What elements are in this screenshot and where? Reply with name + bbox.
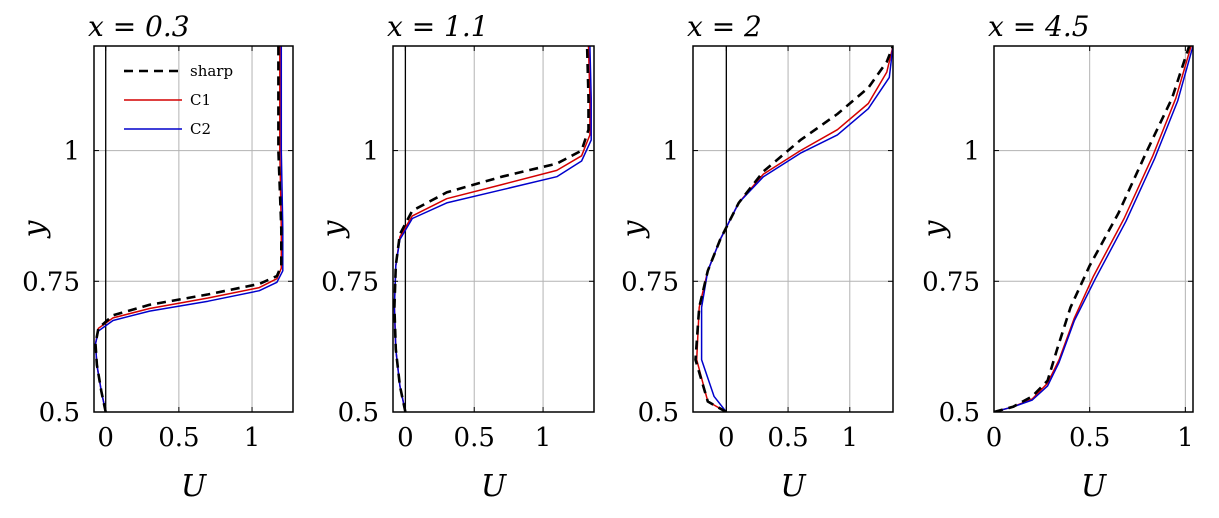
panel-1: 0 0.5 1 0.5 0.75 1 x = 0.3 Uy sharp C1 C2 [17,10,294,504]
x-tick-label: 0.5 [158,423,199,453]
y-tick-label: 1 [63,137,80,167]
x-tick-label: 0 [718,423,735,453]
x-tick-label: 1 [535,423,552,453]
y-tick-label: 0.5 [939,398,980,428]
series-line-sharp [94,46,283,412]
series-line-c2 [994,46,1193,412]
x-axis-label: U [1081,469,1108,504]
series-line-c1 [94,46,283,412]
y-tick-label: 0.5 [39,398,80,428]
y-tick-label: 0.5 [338,398,379,428]
series-line-c2 [393,46,592,412]
plot-frame [993,45,1194,413]
series-line-c1 [393,46,591,412]
y-axis-label: y [316,219,351,239]
x-tick-label: 0.5 [767,423,808,453]
x-tick-label: 0 [397,423,414,453]
y-axis-label: y [917,219,952,239]
y-tick-label: 0.75 [621,267,679,297]
plot-frame [692,45,894,413]
legend-label-sharp: sharp [190,62,233,80]
x-tick-label: 1 [244,423,261,453]
panel-3: 0 0.5 1 0.5 0.75 1 x = 2 Uy [616,10,894,504]
x-tick-label: 0 [986,423,1003,453]
panel-2: 0 0.5 1 0.5 0.75 1 x = 1.1 Uy [316,10,595,504]
legend: sharp C1 C2 [124,62,233,138]
legend-label-c1: C1 [190,91,211,109]
panel-title: x = 1.1 [387,10,489,43]
y-tick-label: 1 [963,137,980,167]
x-tick-label: 0.5 [1069,423,1110,453]
y-axis-label: y [616,219,651,239]
plot-frame [93,45,294,413]
series-line-sharp [994,46,1191,412]
x-tick-label: 0 [97,423,114,453]
x-axis-label: U [780,469,807,504]
y-tick-label: 0.75 [321,267,379,297]
x-tick-label: 1 [842,423,859,453]
y-axis-label: y [17,219,52,239]
series-line-c2 [700,46,893,412]
y-tick-label: 1 [662,137,679,167]
y-tick-label: 1 [362,137,379,167]
x-axis-label: U [481,469,508,504]
panel-title: x = 0.3 [88,10,190,43]
series-line-sharp [694,46,893,412]
y-tick-label: 0.75 [922,267,980,297]
panel-title: x = 2 [687,10,762,43]
y-tick-label: 0.5 [638,398,679,428]
x-axis-label: U [181,469,208,504]
y-tick-label: 0.75 [22,267,80,297]
x-tick-label: 1 [1177,423,1194,453]
legend-label-c2: C2 [190,120,211,138]
panel-title: x = 4.5 [988,10,1090,43]
series-line-c1 [994,46,1192,412]
series-line-sharp [393,46,590,412]
x-tick-label: 0.5 [454,423,495,453]
plot-frame [392,45,595,413]
